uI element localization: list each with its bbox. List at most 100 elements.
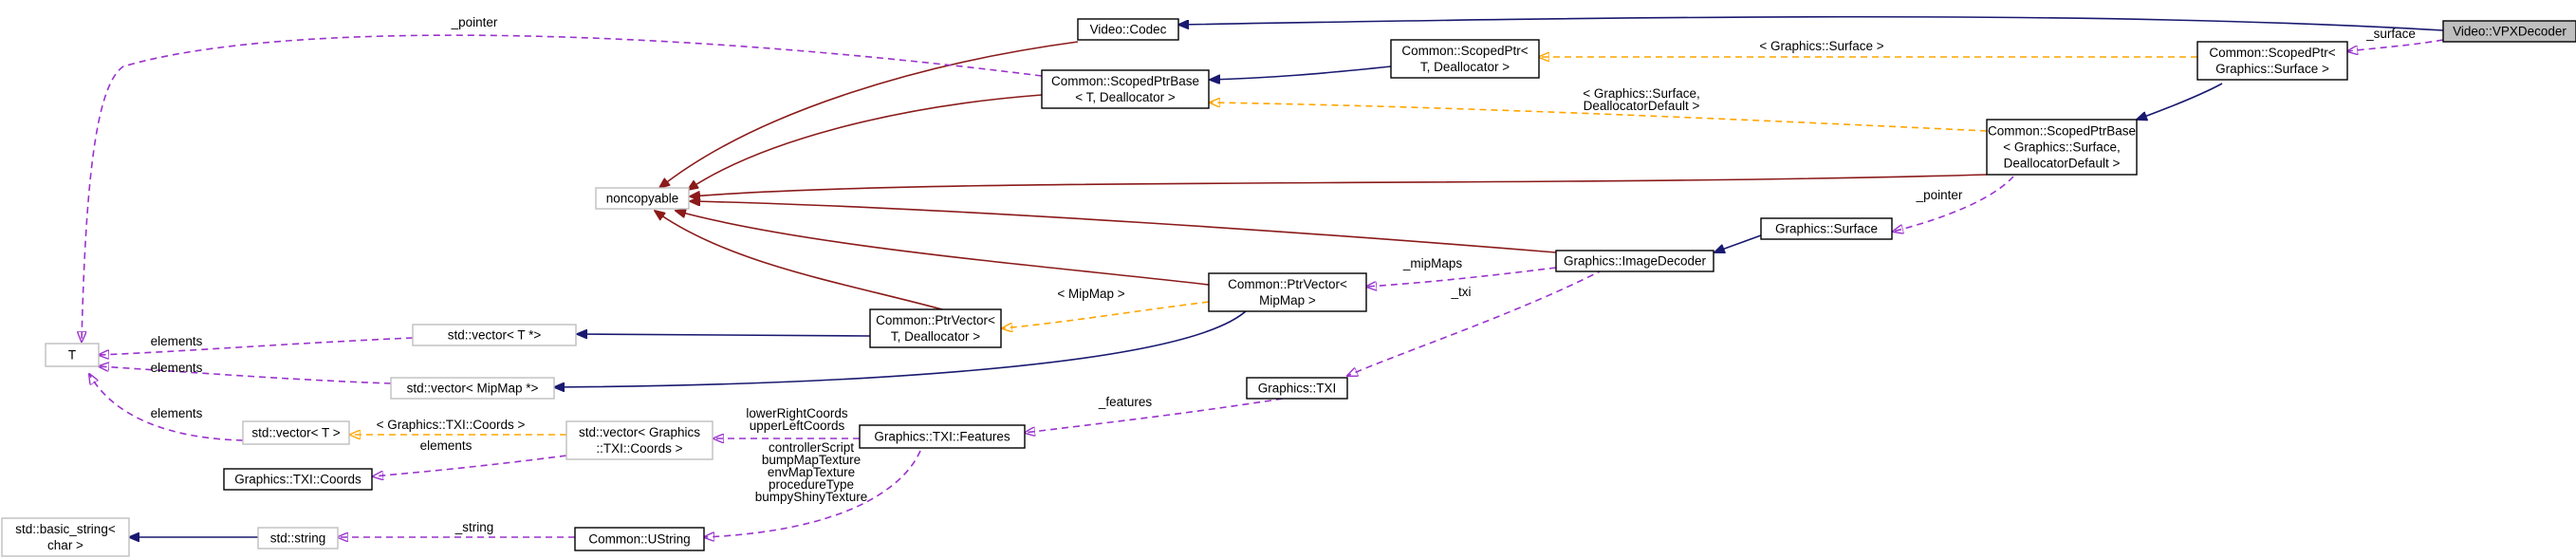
node-scoped-ptr-surface[interactable]: Common::ScopedPtr<Graphics::Surface > [2196,41,2348,81]
edge-vpxdecoder-to-codec [1178,15,2444,31]
node-std-string[interactable]: std::string [257,527,339,550]
node-label-line: Video::VPXDecoder [2453,25,2567,39]
node-image-decoder[interactable]: Graphics::ImageDecoder [1555,250,1714,272]
node-label-line: char > [47,538,83,552]
edge-labels: _surface _pointer < Graphics::Surface > … [151,15,2416,534]
node-label-line: Common::PtrVector< [1228,277,1347,291]
label-mipmaps: _mipMaps [1402,256,1463,270]
edge-elements-vector-t [89,374,244,441]
edge-label-line: _pointer [451,15,498,29]
edge-ptrvector-mipmap-to-vector-mipmap-ptr [554,308,1249,387]
node-label-line: < T, Deallocator > [1075,90,1176,104]
node-label-line: T [68,348,76,363]
node-label-line: std::vector< T *> [448,328,542,343]
edge-label-line: _pointer [1916,188,1963,202]
edge-label-line: < MipMap > [1057,287,1124,301]
node-video-codec[interactable]: Video::Codec [1077,18,1179,41]
node-ustring[interactable]: Common::UString [574,527,705,551]
node-ptr-vector-t[interactable]: Common::PtrVector<T, Deallocator > [869,308,1002,348]
edge-label-line: envMapTexture [768,465,855,479]
node-vector-mipmap-ptr[interactable]: std::vector< MipMap *> [390,377,555,400]
edge-ptrvector-mipmap-to-noncopyable [676,211,1210,286]
node-basic-string[interactable]: std::basic_string<char > [1,517,130,557]
node-label-line: Common::ScopedPtr< [2209,46,2335,60]
node-noncopyable[interactable]: noncopyable [595,187,690,210]
node-scoped-ptr-t[interactable]: Common::ScopedPtr<T, Deallocator > [1390,39,1540,79]
label-graphics-surface-1: < Graphics::Surface > [1759,39,1883,53]
node-vector-t[interactable]: std::vector< T > [242,420,350,445]
node-label-line: Common::ScopedPtrBase [1988,124,2136,139]
edge-label-line: _surface [2365,27,2416,41]
edge-label-line: DeallocatorDefault > [1584,99,1700,113]
node-t[interactable]: T [45,343,100,367]
edge-label-line: lowerRightCoords [746,406,848,420]
node-label-line: std::vector< Graphics [579,425,700,439]
edge-label-line: _txi [1450,285,1471,299]
edge-codec-to-noncopyable [659,41,1079,188]
node-label-line: Graphics::Surface [1775,222,1878,236]
edge-label-line: < Graphics::Surface > [1759,39,1883,53]
node-label-line: MipMap > [1259,293,1316,307]
edge-elements-vector-mipmap-ptr [99,366,392,384]
edge-txi [1347,269,1604,376]
edges [82,15,2444,537]
edge-label-line: bumpMapTexture [762,453,861,467]
node-ptr-vector-mipmap[interactable]: Common::PtrVector<MipMap > [1208,272,1367,312]
node-label-line: Graphics::Surface > [2215,62,2329,76]
node-label-line: std::vector< MipMap *> [407,382,539,396]
edge-pointer-surface [1893,176,2014,232]
node-label-line: Video::Codec [1090,23,1167,37]
node-graphics-surface[interactable]: Graphics::Surface [1760,217,1893,240]
node-label-line: std::vector< T > [251,426,340,440]
node-label-line: noncopyable [606,192,679,206]
label-elements-2: elements [151,361,203,375]
node-graphics-txi[interactable]: Graphics::TXI [1246,377,1348,400]
node-label-line: Common::ScopedPtr< [1401,44,1528,58]
edge-mipmaps [1366,267,1557,287]
label-elements-3: elements [151,406,203,420]
node-label-line: DeallocatorDefault > [2004,157,2121,171]
edge-label-line: elements [151,406,203,420]
node-label-line: std::string [270,531,326,546]
node-vpx-decoder[interactable]: Video::VPXDecoder [2442,20,2576,43]
label-texture-members: controllerScriptbumpMapTextureenvMapText… [755,440,868,504]
edge-elements-vector-t-ptr [99,337,414,355]
edge-graphics-surface-to-imagedecoder [1714,234,1762,252]
node-scoped-ptr-base-surface[interactable]: Common::ScopedPtrBase< Graphics::Surface… [1986,119,2138,176]
label-coords-tmpl: < Graphics::TXI::Coords > [377,418,526,432]
label-mipmap-tmpl: < MipMap > [1057,287,1124,301]
node-txi-features[interactable]: Graphics::TXI::Features [859,424,1026,449]
label-txi: _txi [1450,285,1471,299]
edge-elements-coords [373,455,567,476]
node-vector-coords[interactable]: std::vector< Graphics::TXI::Coords > [565,420,713,460]
edge-ptrvector-t-to-vector-t-ptr [577,334,871,336]
edge-features [1025,398,1284,433]
node-vector-t-ptr[interactable]: std::vector< T *> [412,324,577,346]
node-txi-coords[interactable]: Graphics::TXI::Coords [223,468,373,491]
edge-scopedptr-base-surface-to-noncopyable [690,174,1988,196]
edge-label-line: < Graphics::TXI::Coords > [377,418,526,432]
edge-label-line: _mipMaps [1402,256,1463,270]
edge-label-line: elements [151,334,203,348]
edge-scopedptr-t-to-base [1210,65,1392,80]
edge-label-line: _features [1098,395,1153,409]
node-label-line: ::TXI::Coords > [596,441,682,456]
edge-label-line: elements [420,438,473,453]
node-label-line: Graphics::TXI::Coords [234,473,361,487]
node-label-line: T, Deallocator > [1420,60,1510,74]
node-label-line: Graphics::TXI [1258,382,1337,396]
node-scoped-ptr-base-t[interactable]: Common::ScopedPtrBase< T, Deallocator > [1041,69,1210,109]
edge-label-line: elements [151,361,203,375]
node-label-line: < Graphics::Surface, [2003,140,2120,155]
edge-label-line: upperLeftCoords [750,419,845,433]
node-label-line: Common::UString [588,532,690,547]
edge-scopedptr-surface-to-base-surface [2137,83,2223,120]
edge-imagedecoder-to-noncopyable [690,201,1557,253]
edge-label-line: procedureType [769,477,854,492]
edge-pointer-t [82,34,1043,342]
label-pointer-t: _pointer [451,15,498,29]
edge-label-line: _string [454,520,494,534]
label-string: _string [454,520,494,534]
